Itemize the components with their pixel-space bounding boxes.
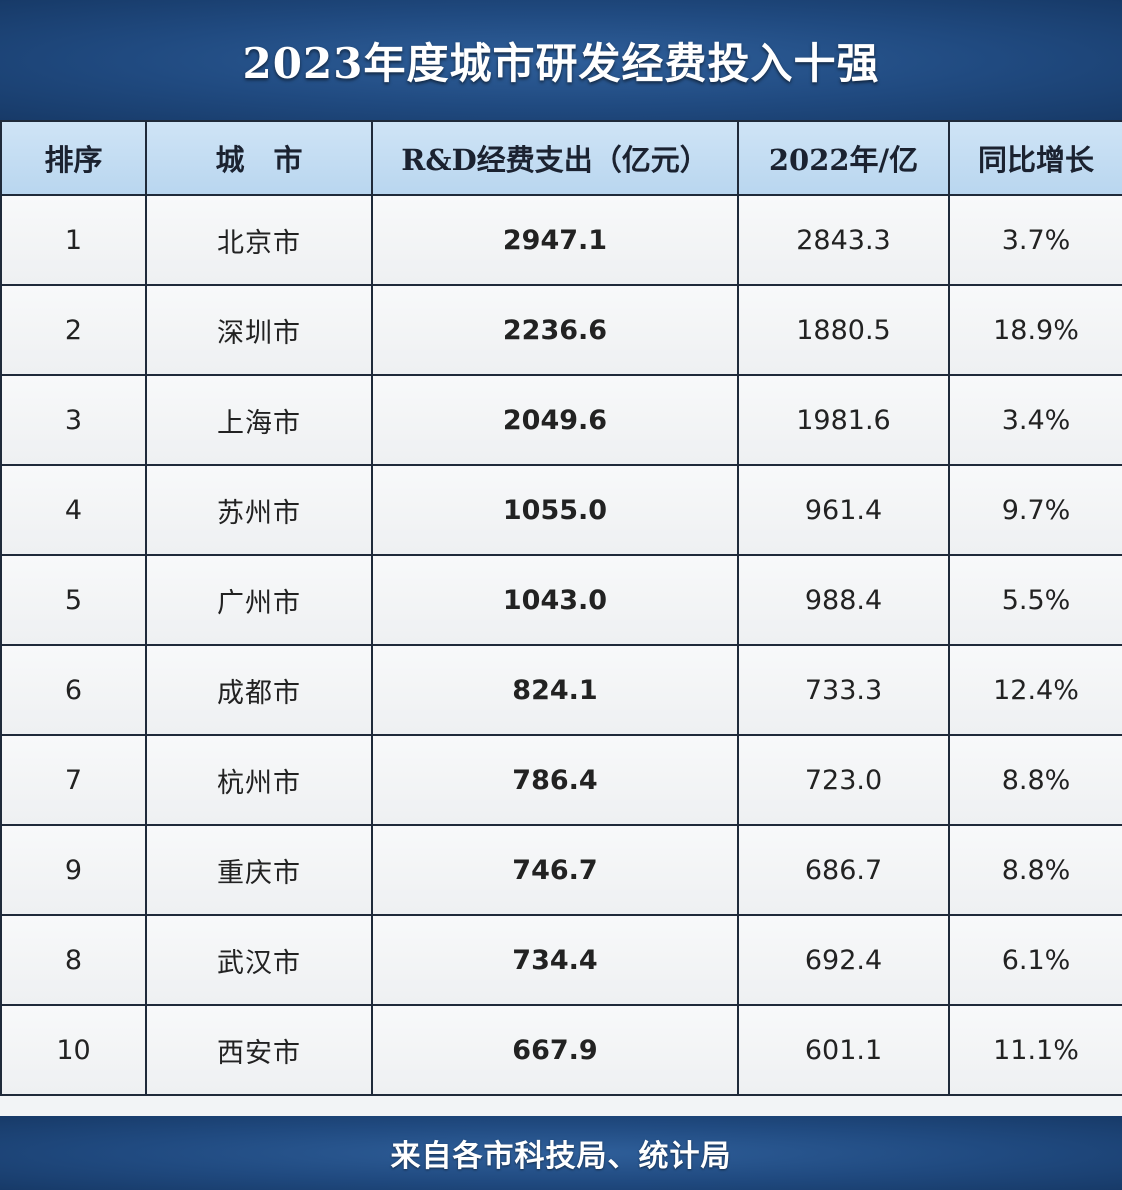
cell-city: 重庆市	[145, 824, 373, 916]
header-spend-2022: 2022年/亿	[737, 120, 950, 196]
footer-banner: 来自各市科技局、统计局	[0, 1116, 1122, 1190]
cell-spend-2023: 786.4	[371, 734, 739, 826]
cell-spend-2022: 692.4	[737, 914, 950, 1006]
cell-growth: 18.9%	[948, 284, 1122, 376]
cell-city: 广州市	[145, 554, 373, 646]
cell-spend-2023: 734.4	[371, 914, 739, 1006]
cell-spend-2022: 961.4	[737, 464, 950, 556]
cell-spend-2022: 1880.5	[737, 284, 950, 376]
cell-spend-2022: 723.0	[737, 734, 950, 826]
table-header-row: 排序 城 市 R&D经费支出（亿元） 2022年/亿 同比增长	[0, 120, 1122, 196]
table-row: 1 北京市 2947.1 2843.3 3.7%	[0, 194, 1122, 286]
page-title: 2023年度城市研发经费投入十强	[242, 38, 880, 88]
header-rank: 排序	[0, 120, 147, 196]
table-row: 10 西安市 667.9 601.1 11.1%	[0, 1004, 1122, 1096]
cell-spend-2022: 601.1	[737, 1004, 950, 1096]
cell-city: 苏州市	[145, 464, 373, 556]
cell-spend-2023: 2049.6	[371, 374, 739, 466]
cell-rank: 2	[0, 284, 147, 376]
cell-growth: 5.5%	[948, 554, 1122, 646]
table-row: 9 重庆市 746.7 686.7 8.8%	[0, 824, 1122, 916]
cell-rank: 7	[0, 734, 147, 826]
table-row: 7 杭州市 786.4 723.0 8.8%	[0, 734, 1122, 826]
cell-city: 西安市	[145, 1004, 373, 1096]
table-row: 5 广州市 1043.0 988.4 5.5%	[0, 554, 1122, 646]
cell-city: 上海市	[145, 374, 373, 466]
cell-spend-2023: 2236.6	[371, 284, 739, 376]
cell-city: 成都市	[145, 644, 373, 736]
table-row: 3 上海市 2049.6 1981.6 3.4%	[0, 374, 1122, 466]
table-row: 8 武汉市 734.4 692.4 6.1%	[0, 914, 1122, 1006]
cell-rank: 10	[0, 1004, 147, 1096]
cell-spend-2023: 824.1	[371, 644, 739, 736]
cell-spend-2023: 667.9	[371, 1004, 739, 1096]
cell-rank: 4	[0, 464, 147, 556]
cell-growth: 6.1%	[948, 914, 1122, 1006]
cell-spend-2022: 2843.3	[737, 194, 950, 286]
cell-growth: 3.7%	[948, 194, 1122, 286]
table-row: 4 苏州市 1055.0 961.4 9.7%	[0, 464, 1122, 556]
cell-spend-2022: 686.7	[737, 824, 950, 916]
cell-rank: 9	[0, 824, 147, 916]
cell-rank: 3	[0, 374, 147, 466]
cell-rank: 8	[0, 914, 147, 1006]
cell-growth: 12.4%	[948, 644, 1122, 736]
header-spend-2023: R&D经费支出（亿元）	[371, 120, 739, 196]
cell-city: 杭州市	[145, 734, 373, 826]
cell-growth: 8.8%	[948, 824, 1122, 916]
cell-growth: 3.4%	[948, 374, 1122, 466]
cell-spend-2022: 733.3	[737, 644, 950, 736]
cell-rank: 6	[0, 644, 147, 736]
header-city: 城 市	[145, 120, 373, 196]
cell-city: 北京市	[145, 194, 373, 286]
cell-rank: 5	[0, 554, 147, 646]
cell-spend-2023: 1055.0	[371, 464, 739, 556]
cell-rank: 1	[0, 194, 147, 286]
cell-city: 武汉市	[145, 914, 373, 1006]
table-row: 6 成都市 824.1 733.3 12.4%	[0, 644, 1122, 736]
table-row: 2 深圳市 2236.6 1880.5 18.9%	[0, 284, 1122, 376]
title-banner: 2023年度城市研发经费投入十强	[0, 0, 1122, 120]
rd-spending-table: 排序 城 市 R&D经费支出（亿元） 2022年/亿 同比增长 1 北京市 29…	[0, 120, 1122, 1096]
cell-spend-2023: 1043.0	[371, 554, 739, 646]
header-growth: 同比增长	[948, 120, 1122, 196]
cell-spend-2022: 988.4	[737, 554, 950, 646]
source-note: 来自各市科技局、统计局	[390, 1139, 732, 1174]
cell-growth: 8.8%	[948, 734, 1122, 826]
cell-spend-2023: 746.7	[371, 824, 739, 916]
cell-growth: 11.1%	[948, 1004, 1122, 1096]
cell-growth: 9.7%	[948, 464, 1122, 556]
cell-spend-2023: 2947.1	[371, 194, 739, 286]
cell-spend-2022: 1981.6	[737, 374, 950, 466]
cell-city: 深圳市	[145, 284, 373, 376]
